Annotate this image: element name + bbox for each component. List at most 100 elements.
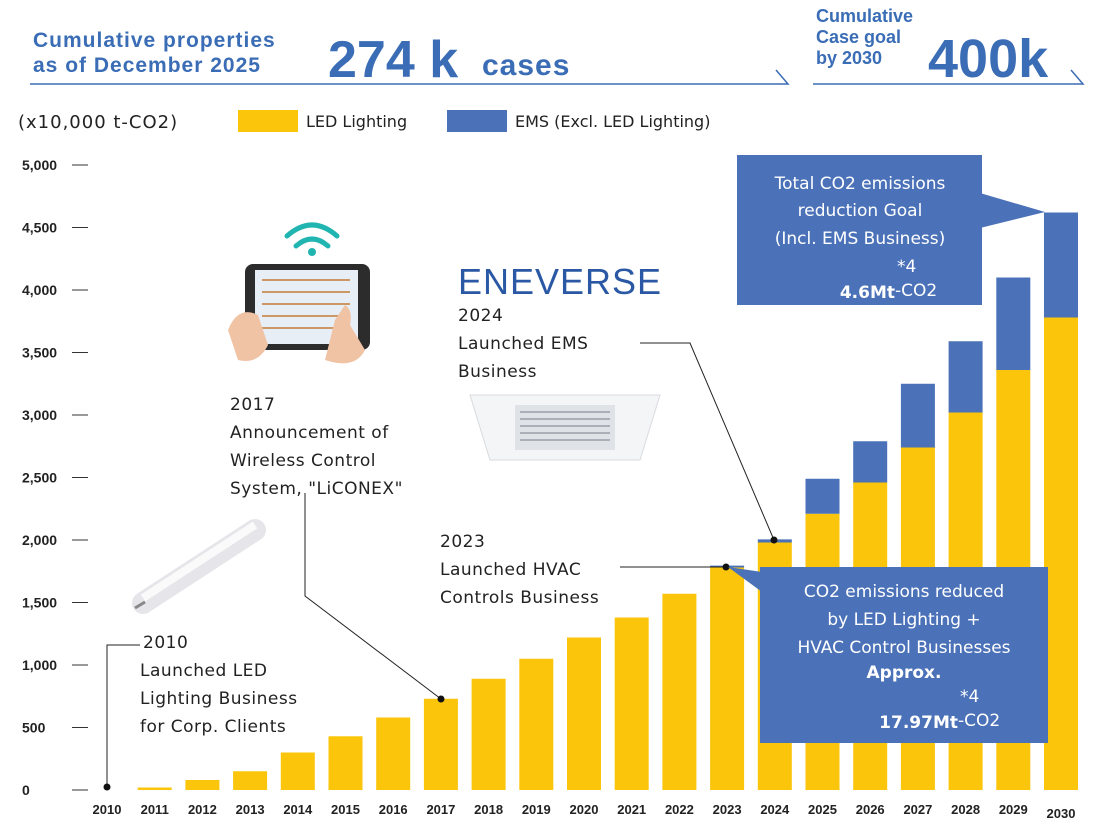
x-tick-label: 2010	[93, 802, 122, 817]
callout-unit: -CO2	[895, 281, 937, 301]
legend-label: LED Lighting	[306, 112, 407, 131]
y-tick-label: 5,000	[22, 157, 57, 173]
x-tick-label: 2027	[903, 802, 932, 817]
callout-text: HVAC Control Businesses	[797, 638, 1010, 658]
milestone-text: Lighting Business	[140, 689, 298, 709]
y-tick-label: 4,000	[22, 282, 57, 298]
x-tick-label: 2028	[951, 802, 980, 817]
x-tick-label: 2014	[283, 802, 313, 817]
bar-segment	[710, 568, 744, 791]
bar-segment	[567, 638, 601, 791]
y-unit: (x10,000 t-CO2)	[18, 112, 178, 133]
milestone-text: Launched EMS	[458, 334, 588, 354]
y-tick-label: 2,000	[22, 532, 57, 548]
bar-segment	[949, 341, 983, 412]
header-value: 274 k	[328, 31, 458, 89]
callout-text: (Incl. EMS Business)	[775, 229, 946, 249]
bar-segment	[662, 594, 696, 790]
callout-text: reduction Goal	[798, 201, 923, 221]
milestone-text: Controls Business	[440, 588, 599, 608]
bar-segment	[1044, 318, 1078, 791]
legend-swatch	[238, 110, 298, 132]
milestone-year: 2024	[458, 306, 503, 326]
leader-dot	[104, 784, 111, 791]
x-tick-label: 2012	[188, 802, 217, 817]
milestone-text: Launched HVAC	[440, 560, 581, 580]
tube-illustration	[135, 525, 255, 608]
x-tick-label: 2024	[760, 802, 790, 817]
bar-segment	[185, 780, 219, 790]
callout-text: by LED Lighting +	[827, 610, 980, 630]
x-tick-label: 2019	[522, 802, 551, 817]
callout-unit: -CO2	[958, 711, 1000, 731]
tablet-illustration	[228, 225, 370, 363]
leader-dot	[723, 564, 730, 571]
x-tick-label: 2023	[713, 802, 742, 817]
x-tick-label: 2017	[426, 802, 455, 817]
callout-text: CO2 emissions reduced	[804, 582, 1004, 602]
leader-dot	[771, 537, 778, 544]
bar-segment	[901, 384, 935, 448]
callout-note: *4	[960, 687, 979, 707]
x-tick-label: 2013	[236, 802, 265, 817]
x-tick-label: 2020	[570, 802, 599, 817]
legend-swatch	[447, 110, 507, 132]
y-tick-label: 3,500	[22, 345, 57, 361]
x-tick-label: 2016	[379, 802, 408, 817]
x-tick-label: 2021	[617, 802, 646, 817]
bar-segment	[233, 771, 267, 790]
goal-label: Case goal	[816, 27, 901, 47]
bar-segment	[1044, 213, 1078, 318]
leader-line	[107, 645, 140, 787]
y-tick-label: 1,500	[22, 595, 57, 611]
bar-segment	[329, 736, 363, 790]
y-tick-label: 4,500	[22, 220, 57, 236]
callout-value: 17.97Mt	[879, 713, 958, 733]
y-tick-label: 2,500	[22, 470, 57, 486]
milestone-year: 2017	[230, 395, 275, 415]
bar-segment	[806, 479, 840, 514]
callout-note: *4	[897, 257, 916, 277]
bar-segment	[424, 699, 458, 790]
header-unit: cases	[482, 49, 570, 82]
bar-segment	[472, 679, 506, 790]
x-tick-label: 2011	[141, 802, 169, 817]
x-tick-label: 2030	[1047, 806, 1076, 821]
x-tick-label: 2026	[856, 802, 885, 817]
x-tick-label: 2025	[808, 802, 837, 817]
eneverse-logo: ENEVERSE	[458, 261, 662, 302]
callout-pointer	[980, 193, 1045, 228]
x-tick-label: 2022	[665, 802, 694, 817]
callout-value: 4.6Mt	[840, 283, 895, 303]
y-tick-label: 1,000	[22, 657, 57, 673]
legend-label: EMS (Excl. LED Lighting)	[515, 112, 710, 131]
y-tick-label: 3,000	[22, 407, 57, 423]
callout-text: Approx.	[867, 663, 942, 683]
bar-segment	[853, 441, 887, 482]
bar-segment	[138, 788, 172, 791]
y-tick-label: 0	[22, 782, 30, 798]
x-tick-label: 2015	[331, 802, 360, 817]
goal-value: 400k	[928, 29, 1049, 89]
leader-line	[305, 493, 441, 699]
goal-label: by 2030	[816, 48, 882, 68]
goal-label: Cumulative	[816, 6, 913, 26]
callout-text: Total CO2 emissions	[774, 174, 946, 194]
milestone-year: 2010	[143, 633, 188, 653]
leader-line	[640, 343, 774, 540]
milestone-text: for Corp. Clients	[140, 717, 286, 737]
milestone-text: Wireless Control	[230, 451, 376, 471]
milestone-text: Announcement of	[230, 423, 389, 443]
header-label: Cumulative properties	[33, 29, 276, 52]
bar-segment	[996, 278, 1030, 371]
milestone-text: System, "LiCONEX"	[230, 479, 403, 499]
bar-segment	[519, 659, 553, 790]
milestone-text: Business	[458, 362, 537, 382]
leader-dot	[438, 696, 445, 703]
y-tick-label: 500	[22, 720, 46, 736]
milestone-text: Launched LED	[140, 661, 268, 681]
bar-segment	[281, 753, 315, 791]
header-label: as of December 2025	[33, 54, 261, 77]
x-tick-label: 2029	[999, 802, 1028, 817]
chart: Cumulative properties as of December 202…	[0, 0, 1102, 827]
